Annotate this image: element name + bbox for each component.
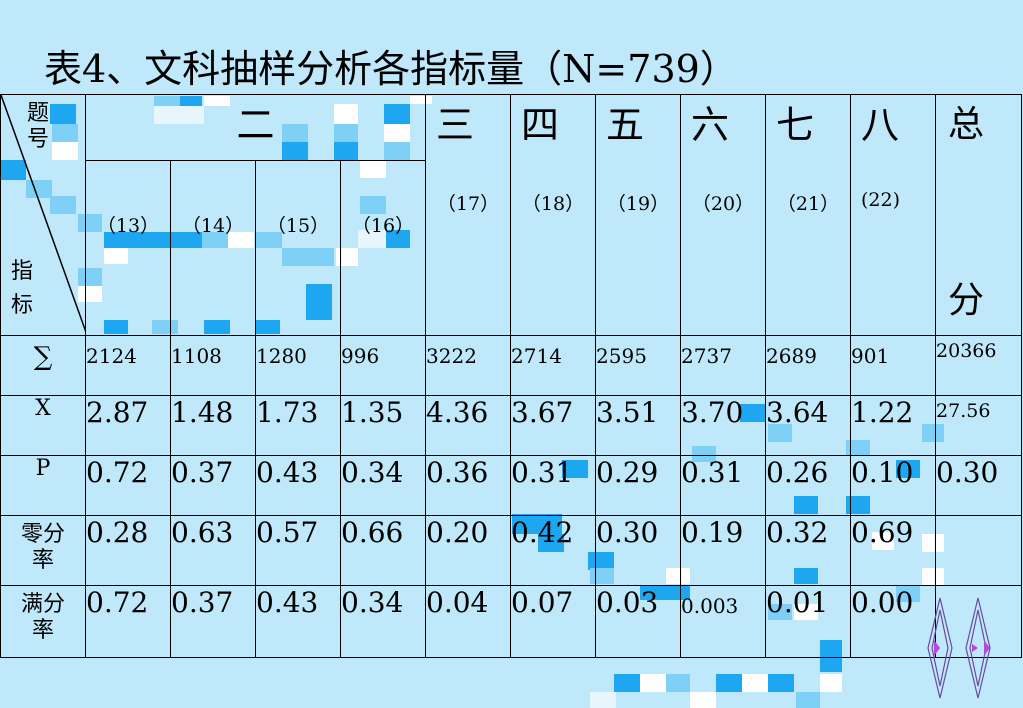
table-cell: 0.34 — [339, 585, 427, 658]
table-cell: 0.01 — [765, 585, 852, 658]
table-cell: 0.29 — [595, 455, 682, 516]
row-label: 零分率 — [0, 515, 86, 586]
table-cell: 0.30 — [935, 455, 1023, 516]
table-cell — [935, 585, 1023, 658]
table-cell: 3.70 — [680, 395, 767, 456]
row-label: P — [0, 455, 86, 516]
table-cell: 0.43 — [255, 455, 341, 516]
subheader-14: （14） — [170, 160, 256, 336]
indicator-table: 题号 指 标 二 三 （17） 四 （18） 五 （19） 六 （20） 七 （… — [0, 93, 1023, 658]
table-cell: 0.72 — [85, 455, 171, 516]
corner-cell: 题号 指 标 — [0, 94, 86, 336]
table-cell: 0.00 — [850, 585, 937, 658]
table-cell: 0.19 — [680, 515, 767, 586]
group-header-2: 二 — [84, 93, 427, 162]
table-cell — [935, 515, 1023, 586]
table-cell: 2595 — [595, 335, 682, 396]
table-cell: 1.48 — [170, 395, 256, 456]
table-cell: 4.36 — [425, 395, 512, 456]
table-cell: 0.26 — [765, 455, 852, 516]
table-cell: 0.43 — [255, 585, 341, 658]
table-cell: 3.51 — [595, 395, 682, 456]
diagonal-line — [1, 95, 85, 331]
table-cell: 3.64 — [765, 395, 852, 456]
group-header-6: 六 （20） — [680, 94, 767, 336]
table-row-mean: X 2.87 1.48 1.73 1.35 4.36 3.67 3.51 3.7… — [0, 395, 1023, 456]
table-cell: 0.42 — [510, 515, 597, 586]
header-row-subquestions: （13） （14） （15） （16） — [1, 160, 1022, 336]
group-header-8: 八 (22) — [850, 94, 937, 336]
table-cell: 2737 — [680, 335, 767, 396]
table-cell: 901 — [850, 335, 937, 396]
subheader-13: （13） — [85, 160, 171, 336]
group-header-3: 三 （17） — [425, 94, 512, 336]
table-cell: 0.36 — [425, 455, 512, 516]
table-cell: 0.37 — [170, 455, 256, 516]
table-cell: 0.31 — [510, 455, 597, 516]
table-row-zero-rate: 零分率 0.28 0.63 0.57 0.66 0.20 0.42 0.30 0… — [0, 515, 1023, 586]
table-cell: 0.003 — [680, 585, 767, 658]
row-label: ∑ — [0, 335, 86, 396]
table-cell: 0.72 — [85, 585, 171, 658]
row-label: 满分率 — [0, 585, 86, 658]
table-cell: 2.87 — [85, 395, 171, 456]
table-cell: 1.73 — [255, 395, 341, 456]
table-cell: 0.10 — [850, 455, 937, 516]
diamond-ornament-icon — [927, 597, 991, 699]
table-cell: 0.32 — [765, 515, 852, 586]
table-cell: 1108 — [170, 335, 256, 396]
table-cell: 0.07 — [510, 585, 597, 658]
table-cell: 0.34 — [339, 455, 427, 516]
table-cell: 2714 — [510, 335, 597, 396]
group-header-4: 四 （18） — [510, 94, 597, 336]
table-cell: 0.28 — [85, 515, 171, 586]
subheader-16: （16） — [339, 160, 427, 336]
table-cell: 20366 — [935, 335, 1023, 396]
corner-label-indicator: 指 标 — [11, 259, 34, 318]
table-row-sum: ∑ 2124 1108 1280 996 3222 2714 2595 2737… — [0, 335, 1023, 396]
row-label: X — [0, 395, 86, 456]
table-cell: 0.03 — [595, 585, 682, 658]
table-cell: 1.22 — [850, 395, 937, 456]
subheader-15: （15） — [255, 160, 341, 336]
table-cell: 1.35 — [339, 395, 427, 456]
corner-label-question-number: 题号 — [27, 101, 50, 152]
group-header-7: 七 （21） — [765, 94, 852, 336]
page-title: 表4、文科抽样分析各指标量（N=739） — [44, 47, 738, 91]
table-cell: 0.20 — [425, 515, 512, 586]
header-row-groups: 题号 指 标 二 三 （17） 四 （18） 五 （19） 六 （20） 七 （… — [0, 93, 1023, 336]
table-cell: 27.56 — [935, 395, 1023, 456]
table-cell: 3.67 — [510, 395, 597, 456]
table-row-p: P 0.72 0.37 0.43 0.34 0.36 0.31 0.29 0.3… — [0, 455, 1023, 516]
table-cell: 0.69 — [850, 515, 937, 586]
table-cell: 0.37 — [170, 585, 256, 658]
table-cell: 0.66 — [339, 515, 427, 586]
total-header: 总 分 — [935, 94, 1023, 336]
table-cell: 0.04 — [425, 585, 512, 658]
table-cell: 996 — [339, 335, 427, 396]
table-cell: 0.30 — [595, 515, 682, 586]
group-header-5: 五 （19） — [595, 94, 682, 336]
table-cell: 0.57 — [255, 515, 341, 586]
table-row-full-rate: 满分率 0.72 0.37 0.43 0.34 0.04 0.07 0.03 0… — [0, 585, 1023, 658]
table-cell: 1280 — [255, 335, 341, 396]
table-cell: 2689 — [765, 335, 852, 396]
table-cell: 3222 — [425, 335, 512, 396]
table-cell: 0.31 — [680, 455, 767, 516]
table-cell: 2124 — [85, 335, 171, 396]
table-cell: 0.63 — [170, 515, 256, 586]
